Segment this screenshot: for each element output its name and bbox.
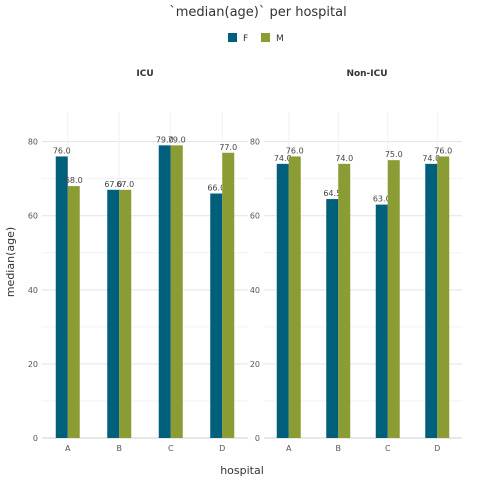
chart-title: `median(age)` per hospital — [169, 5, 346, 20]
panel-0: 0 20 40 60 80 A B C D 76.0 68.0 67.067.0 79.079.0 66.… — [28, 112, 248, 453]
panel-title-non-icu: Non-ICU — [346, 69, 387, 79]
legend-swatch-m — [261, 33, 270, 42]
legend: F M — [228, 33, 284, 44]
x-tick-label: D — [434, 444, 440, 453]
bar-m-b — [338, 163, 351, 438]
bar-m-b — [119, 189, 132, 438]
y-tick-label: 20 — [28, 360, 38, 369]
panel-title-icu: ICU — [136, 69, 153, 79]
data-label: 75.0 — [385, 150, 403, 159]
bar-f-d — [210, 193, 223, 438]
bar-m-a — [67, 186, 80, 438]
bar-f-b — [107, 189, 120, 438]
y-tick-label: 0 — [33, 434, 38, 443]
data-label: 79.0 — [168, 135, 186, 144]
bar-m-d — [437, 156, 450, 439]
y-tick-label: 40 — [28, 286, 38, 295]
y-tick-label: 80 — [28, 138, 38, 147]
y-tick-label: 0 — [255, 434, 260, 443]
data-label: 67.0 — [116, 180, 134, 189]
x-tick-label: C — [168, 444, 174, 453]
x-tick-label: A — [65, 444, 71, 453]
data-label: 66.0 — [207, 184, 225, 193]
data-label: 76.0 — [434, 146, 452, 155]
y-tick-label: 60 — [28, 212, 38, 221]
x-axis-label: hospital — [220, 464, 264, 477]
x-tick-label: C — [385, 444, 391, 453]
bar-m-d — [222, 152, 235, 438]
bar-m-a — [288, 156, 301, 439]
data-label: 74.0 — [422, 154, 440, 163]
bar-f-c — [375, 204, 388, 438]
y-tick-label: 80 — [250, 138, 260, 147]
data-label: 67.0 — [104, 180, 122, 189]
data-label: 74.0 — [274, 154, 292, 163]
bar-f-a — [276, 163, 289, 438]
legend-swatch-f — [228, 33, 237, 42]
y-tick-label: 40 — [250, 286, 260, 295]
x-tick-label: D — [219, 444, 225, 453]
bar-f-a — [55, 156, 68, 439]
y-axis-label: median(age) — [4, 227, 17, 297]
bar-f-b — [326, 199, 339, 438]
x-tick-label: B — [117, 444, 123, 453]
y-tick-label: 20 — [250, 360, 260, 369]
bar-m-c — [387, 160, 400, 438]
x-tick-label: B — [336, 444, 342, 453]
legend-label-f: F — [243, 34, 248, 44]
bar-f-c — [158, 145, 171, 438]
x-tick-label: A — [286, 444, 292, 453]
bar-f-d — [425, 163, 438, 438]
bar-m-c — [170, 145, 183, 438]
data-label: 76.0 — [53, 146, 71, 155]
plot-area: 0 20 40 60 80 A B C D 76.0 68.0 67.067.0 79.079.0 66.… — [28, 112, 462, 453]
data-label: 77.0 — [219, 143, 237, 152]
data-label: 68.0 — [65, 176, 83, 185]
legend-label-m: M — [276, 34, 284, 44]
y-tick-label: 60 — [250, 212, 260, 221]
data-label: 79.0 — [156, 135, 174, 144]
data-label: 64.5 — [323, 189, 341, 198]
data-label: 74.0 — [335, 154, 353, 163]
data-label: 76.0 — [286, 146, 304, 155]
data-label: 63.0 — [373, 195, 391, 204]
